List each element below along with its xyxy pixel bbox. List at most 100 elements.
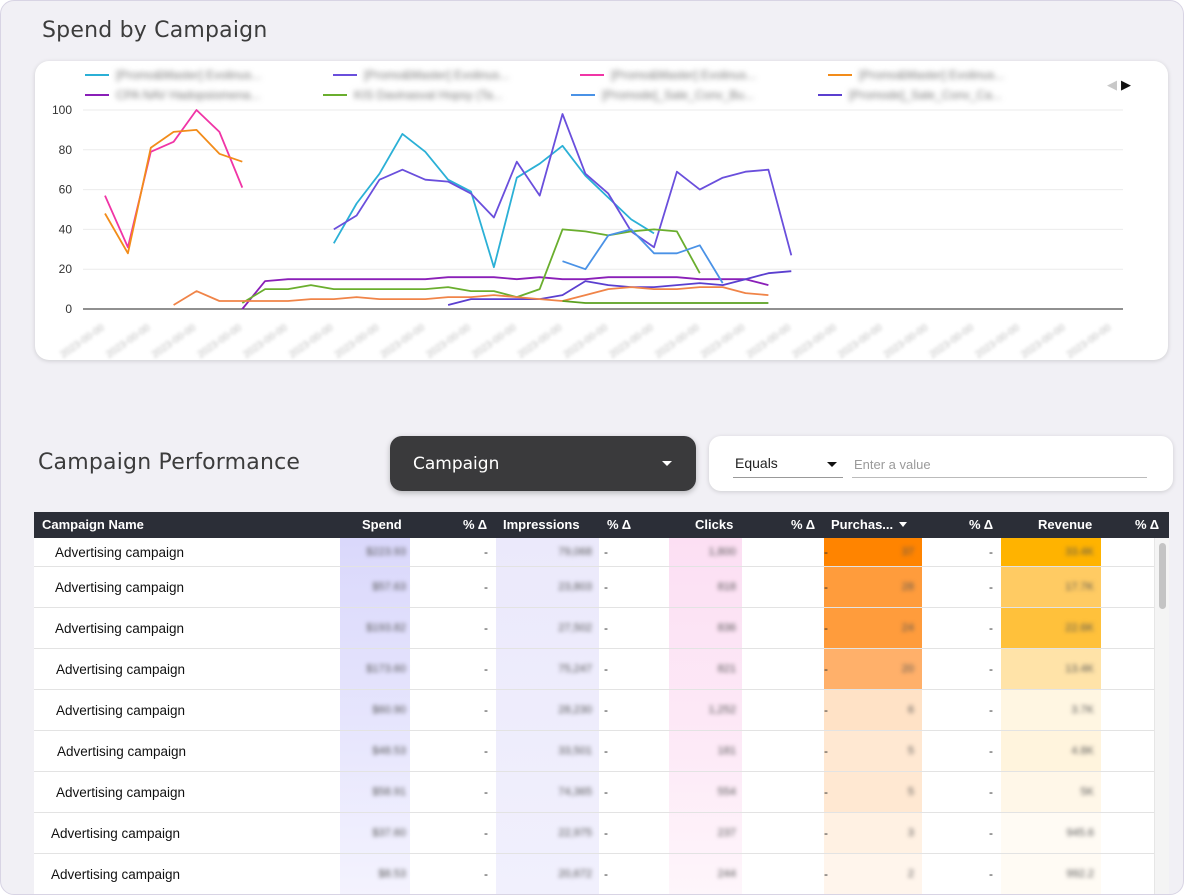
impressions-delta-cell: - [604, 662, 608, 676]
spend-cell: $58.91 [372, 786, 406, 798]
campaign-name-cell: Advertising campaign [51, 825, 181, 841]
operator-select-value: Equals [735, 455, 778, 471]
series-line-3[interactable] [104, 109, 244, 249]
table-row[interactable]: Advertising campaign $57.63-23,803-818-28… [34, 567, 1154, 608]
impressions-delta-cell: - [604, 580, 608, 594]
series-line-2[interactable] [333, 113, 793, 256]
series-line-1[interactable] [333, 133, 655, 269]
revenue-delta-cell [1114, 731, 1148, 771]
legend-item-2[interactable]: [Promo&Master] Evolinus... [333, 67, 509, 83]
legend-item-1[interactable]: [Promo&Master] Evolinus... [85, 67, 261, 83]
revenue-delta-cell [1114, 854, 1148, 894]
series-line-9[interactable] [173, 286, 769, 306]
filter-value-input[interactable] [852, 452, 1147, 478]
impressions-cell: 79,068 [558, 546, 592, 558]
legend-label: [Promode]_Sale_Conv_Bu... [602, 88, 755, 102]
table-row[interactable]: Advertising campaign $223.93-79,068-1,800… [34, 538, 1154, 567]
table-row[interactable]: Advertising campaign $8.53-20,672-244-2-9… [34, 854, 1154, 894]
spend-delta-cell: - [484, 703, 488, 717]
x-tick-label: 2023-00-00 [379, 322, 428, 360]
table-row[interactable]: Advertising campaign $37.60-22,975-237-3-… [34, 813, 1154, 854]
header-spend[interactable]: Spend [362, 517, 402, 532]
header-purchases[interactable]: Purchas... [831, 512, 908, 538]
legend-item-5[interactable]: CPA NAV Hadopsiomena... [85, 87, 260, 103]
campaign-name-cell: Advertising campaign [57, 743, 187, 759]
revenue-delta-cell [1114, 567, 1148, 607]
impressions-cell: 27,502 [558, 622, 592, 634]
header-purchases-delta[interactable]: % Δ [969, 517, 994, 532]
x-tick-label: 2023-00-00 [928, 322, 977, 360]
header-impressions[interactable]: Impressions [503, 517, 580, 532]
header-revenue[interactable]: Revenue [1038, 517, 1093, 532]
purchases-heat-cell [824, 813, 922, 854]
table-scrollbar[interactable] [1154, 538, 1169, 894]
x-tick-label: 2023-00-00 [791, 322, 840, 360]
operator-select[interactable]: Equals [733, 452, 843, 478]
purchases-heat-cell [824, 854, 922, 894]
legend-swatch [571, 94, 595, 96]
table-row[interactable]: Advertising campaign $58.91-74,365-554-5-… [34, 772, 1154, 813]
clicks-delta-cell: - [824, 826, 828, 840]
chart-legend: [Promo&Master] Evolinus... [Promo&Master]… [85, 67, 1085, 111]
impressions-delta-cell: - [604, 703, 608, 717]
legend-item-3[interactable]: [Promo&Master] Evolinus... [580, 67, 756, 83]
header-spend-delta[interactable]: % Δ [463, 517, 488, 532]
scrollbar-thumb[interactable] [1159, 543, 1166, 609]
impressions-cell: 22,975 [558, 827, 592, 839]
legend-label: [Promo&Master] Evolinus... [859, 68, 1005, 82]
spend-delta-cell: - [484, 867, 488, 881]
legend-next-icon[interactable]: ▶ [1121, 77, 1131, 92]
impressions-cell: 33,501 [558, 745, 592, 757]
spend-delta-cell: - [484, 545, 488, 559]
legend-label: [Promode]_Sale_Conv_Ca... [849, 88, 1002, 102]
series-line-10[interactable] [562, 300, 769, 304]
campaign-dimension-select[interactable]: Campaign [390, 436, 696, 491]
x-tick-label: 2023-00-00 [425, 322, 474, 360]
impressions-cell: 20,672 [558, 868, 592, 880]
impressions-delta-cell: - [604, 545, 608, 559]
legend-item-7[interactable]: [Promode]_Sale_Conv_Bu... [571, 87, 754, 103]
y-tick-label: 100 [52, 103, 72, 117]
x-tick-label: 2023-00-00 [59, 322, 108, 360]
campaign-name-cell: Advertising campaign [56, 784, 186, 800]
series-line-8[interactable] [447, 270, 792, 306]
legend-item-6[interactable]: KIS Davinasval Hopsy (Ta... [323, 87, 503, 103]
x-tick-label: 2023-00-00 [745, 322, 794, 360]
header-clicks-delta[interactable]: % Δ [791, 517, 816, 532]
header-impressions-delta[interactable]: % Δ [607, 517, 632, 532]
purchases-heat-cell [824, 608, 922, 649]
spend-delta-cell: - [484, 662, 488, 676]
legend-item-8[interactable]: [Promode]_Sale_Conv_Ca... [818, 87, 1002, 103]
clicks-cell: 836 [717, 622, 736, 634]
revenue-delta-cell [1114, 813, 1148, 853]
revenue-delta-cell [1114, 772, 1148, 812]
series-line-4[interactable] [104, 129, 243, 255]
series-line-6[interactable] [241, 228, 701, 304]
legend-label: KIS Davinasval Hopsy (Ta... [354, 88, 503, 102]
table-row[interactable]: Advertising campaign $173.60-75,247-821-2… [34, 649, 1154, 690]
legend-item-4[interactable]: [Promo&Master] Evolinus... [828, 67, 1004, 83]
x-tick-label: 2023-00-00 [836, 322, 885, 360]
sort-desc-icon [899, 522, 908, 527]
table-row[interactable]: Advertising campaign $60.90-28,230-1,252-… [34, 690, 1154, 731]
x-tick-label: 2023-00-00 [882, 322, 931, 360]
revenue-cell: 17.7K [1065, 581, 1094, 593]
revenue-cell: 3.7K [1071, 704, 1094, 716]
header-campaign-name[interactable]: Campaign Name [42, 517, 144, 532]
revenue-delta-cell [1114, 649, 1148, 689]
impressions-delta-cell: - [604, 867, 608, 881]
spend-cell: $37.60 [372, 827, 406, 839]
series-line-7[interactable] [562, 228, 724, 284]
legend-prev-icon[interactable]: ◀ [1107, 77, 1117, 92]
purchases-heat-cell [824, 649, 922, 690]
spend-cell: $57.63 [372, 581, 406, 593]
table-row[interactable]: Advertising campaign $193.82-27,502-836-2… [34, 608, 1154, 649]
purchases-heat-cell [824, 772, 922, 813]
campaign-performance-table: Campaign Name Spend % Δ Impressions % Δ … [34, 512, 1169, 894]
purchases-delta-cell: - [989, 826, 993, 840]
table-row[interactable]: Advertising campaign $48.53-33,501-181-5-… [34, 731, 1154, 772]
header-revenue-delta[interactable]: % Δ [1135, 517, 1160, 532]
series-line-5[interactable] [241, 276, 769, 310]
purchases-heat-cell [824, 731, 922, 772]
header-clicks[interactable]: Clicks [695, 517, 734, 532]
